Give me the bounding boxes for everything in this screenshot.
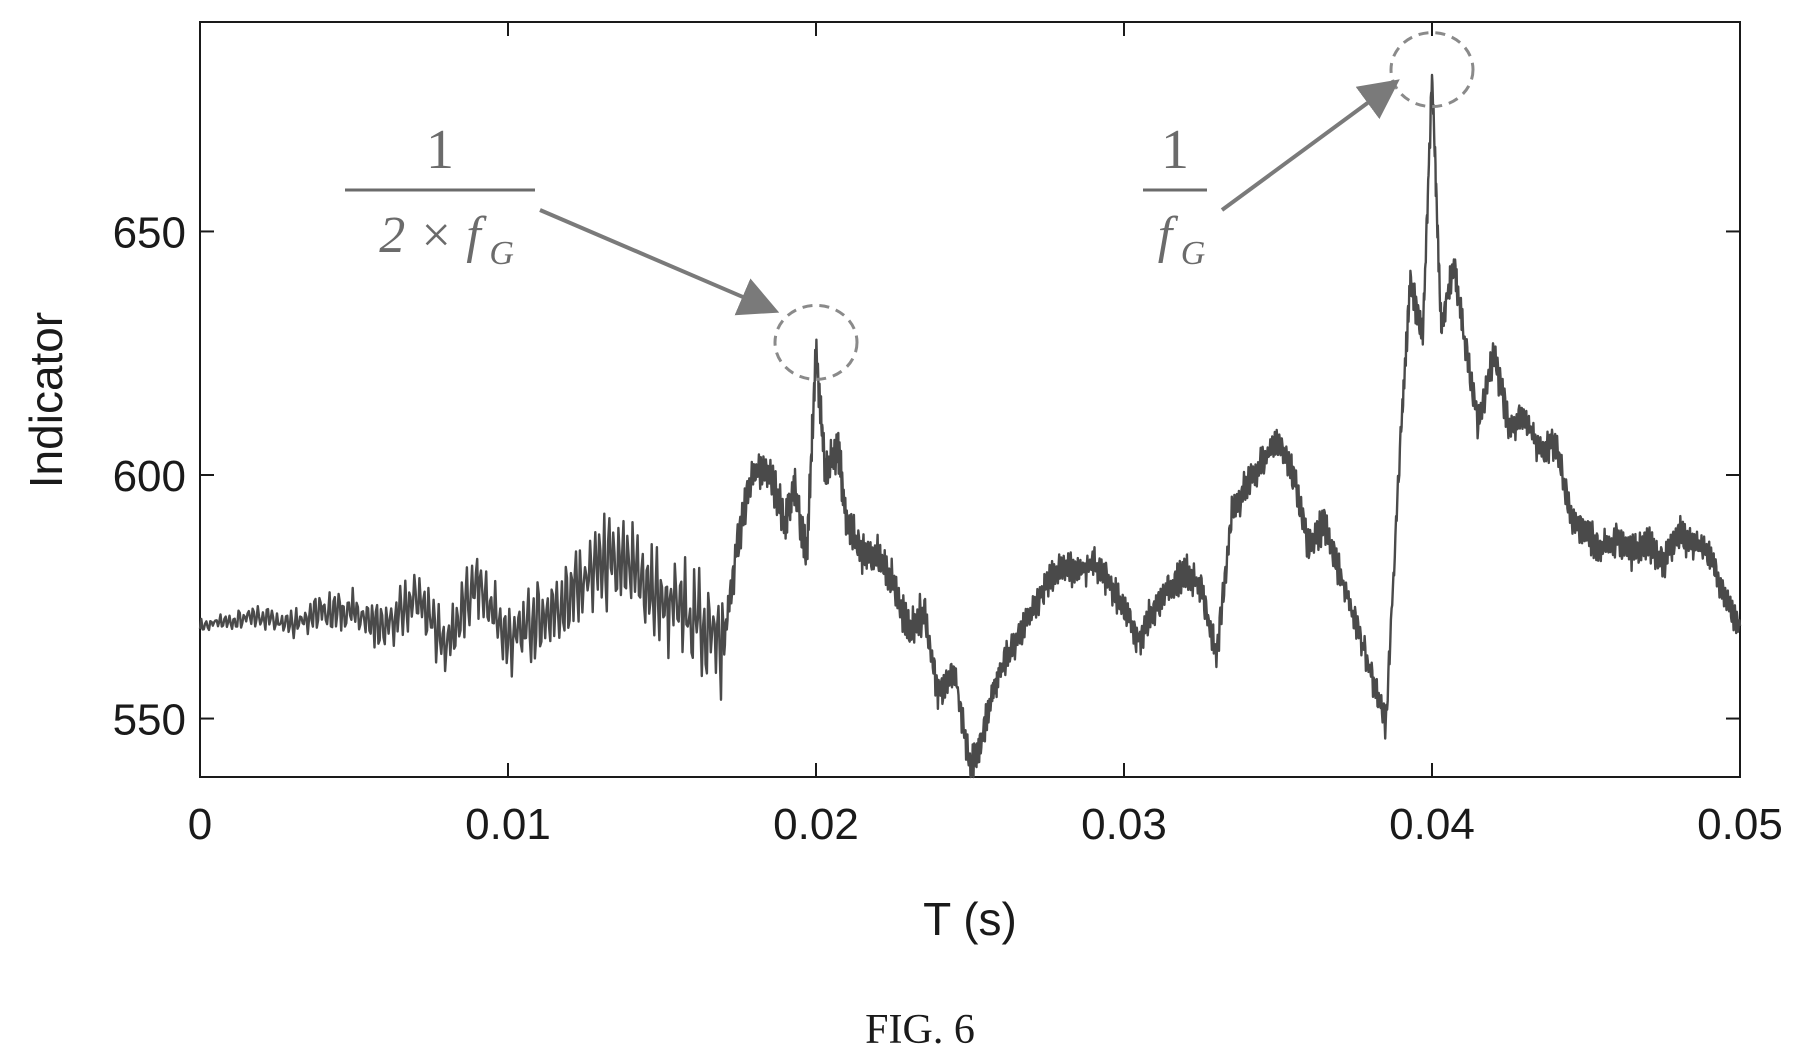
annotation-arrow [539, 208, 780, 316]
annotation-denominator: 2 × f [379, 207, 487, 264]
peak-marker [1389, 31, 1475, 109]
y-tick-label: 550 [113, 696, 186, 745]
annotation-denominator: f [1158, 207, 1179, 264]
series-layer [198, 73, 1742, 779]
x-tick-label: 0.04 [1389, 800, 1475, 849]
x-tick-label: 0.02 [773, 800, 859, 849]
x-tick-label: 0.03 [1081, 800, 1167, 849]
peak-marker [773, 303, 859, 381]
y-tick-label: 600 [113, 452, 186, 501]
y-tick-label: 650 [113, 208, 186, 257]
annotations: 12 × f G1f G [345, 31, 1475, 381]
x-tick-label: 0.01 [465, 800, 551, 849]
x-tick-label: 0 [188, 800, 212, 849]
x-tick-label: 0.05 [1697, 800, 1783, 849]
x-axis-label: T (s) [923, 893, 1017, 945]
y-axis-ticks: 550 600 650 [113, 208, 1740, 745]
annotation-subscript: G [489, 235, 514, 272]
x-axis-ticks: 0 0.01 0.02 0.03 0.04 0.05 [188, 22, 1783, 849]
series-line [198, 73, 1742, 779]
y-axis-label: Indicator [20, 312, 72, 488]
annotation-numerator: 1 [1161, 119, 1189, 181]
annotation-arrow [1220, 79, 1400, 212]
annotation-numerator: 1 [426, 119, 454, 181]
figure-caption: FIG. 6 [865, 1007, 975, 1053]
annotation-subscript: G [1181, 235, 1206, 272]
